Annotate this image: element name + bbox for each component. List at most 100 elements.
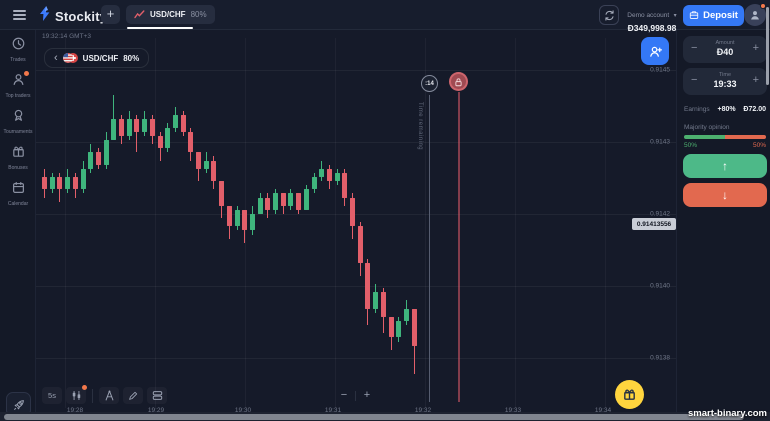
candle (280, 193, 286, 206)
earnings-row: Earnings +80% Đ72.00 (684, 106, 766, 113)
top-traders-icon (11, 72, 26, 92)
refresh-balance-button[interactable] (599, 5, 619, 25)
candle (42, 176, 47, 190)
layout-rows-icon (152, 391, 162, 400)
candle (219, 181, 225, 206)
time-value: 19:33 (713, 79, 737, 89)
indicators-button[interactable] (99, 387, 119, 404)
horizontal-gridline (36, 214, 676, 215)
zoom-in-button[interactable]: + (363, 389, 371, 401)
horizontal-gridline (36, 286, 676, 287)
time-minus-button[interactable]: − (691, 74, 698, 86)
sidebar-item-tournaments[interactable]: Tournaments (0, 104, 36, 138)
time-remaining-marker: :14 (421, 75, 438, 92)
bonus-gift-button[interactable] (615, 380, 644, 409)
top-traders-panel-button[interactable] (641, 37, 669, 65)
candle (249, 214, 255, 231)
candle (149, 119, 155, 136)
buy-up-button[interactable]: ↑ (683, 154, 767, 178)
time-axis-label: 19:31 (324, 407, 342, 414)
candle (211, 160, 217, 182)
amount-minus-button[interactable]: − (691, 42, 698, 54)
account-switcher[interactable]: Demo account ▾ Đ349,998.98 (624, 4, 680, 33)
price-axis-label: 0.9142 (650, 210, 670, 218)
notification-dot (24, 71, 29, 76)
candle (342, 172, 348, 198)
vertical-gridline (515, 38, 516, 408)
chart-scrollbar-track (0, 412, 770, 421)
zoom-controls: − + (336, 388, 375, 404)
vertical-gridline (605, 38, 606, 408)
candle (326, 168, 332, 182)
time-plus-button[interactable]: + (752, 74, 759, 86)
menu-icon[interactable] (13, 10, 26, 20)
sidebar-item-bonuses[interactable]: Bonuses (0, 140, 36, 174)
chart-pill-pair: USD/CHF (82, 53, 119, 63)
timeframe-button[interactable]: 5s (42, 387, 62, 404)
active-tab-indicator (127, 26, 193, 29)
candle (103, 139, 109, 165)
currency-flags-icon (62, 53, 78, 63)
candle (196, 152, 201, 169)
current-price-tag: 0.91413556 (632, 218, 676, 230)
majority-percentages: 50% 50% (684, 142, 766, 149)
browser-scrollbar-thumb[interactable] (766, 7, 769, 85)
avatar[interactable] (744, 4, 766, 26)
chart-type-button[interactable] (66, 385, 87, 404)
candle (188, 131, 194, 153)
candlestick-icon (72, 391, 80, 400)
candle (65, 176, 71, 190)
earnings-percent: +80% (717, 106, 736, 113)
deposit-button[interactable]: Deposit (683, 4, 744, 26)
earnings-label: Earnings (684, 106, 710, 113)
down-arrow-icon: ↓ (722, 188, 728, 202)
time-axis-label: 19:33 (504, 407, 522, 414)
pencil-icon (129, 391, 138, 400)
refresh-icon (604, 9, 614, 21)
calendar-icon (11, 180, 26, 200)
sidebar-item-top-traders[interactable]: Top traders (0, 68, 36, 102)
zoom-out-button[interactable]: − (340, 389, 348, 401)
time-axis-label: 19:34 (594, 407, 612, 414)
amount-stepper[interactable]: − Amount Đ40 + (683, 36, 767, 63)
chart-canvas[interactable]: :14 Time remaining 0.9145 0.9143 0.9142 0.9… (36, 30, 676, 421)
trade-panel: − Amount Đ40 + − Time 19:33 + Earnings +… (676, 30, 770, 421)
add-asset-tab-button[interactable]: + (101, 5, 120, 24)
asset-tab[interactable]: USD/CHF 80% (126, 5, 215, 24)
chart-scrollbar-thumb[interactable] (4, 413, 744, 420)
candle (88, 152, 94, 169)
sidebar-item-trades[interactable]: Trades (0, 32, 36, 66)
time-axis-label: 19:29 (147, 407, 165, 414)
up-arrow-icon: ↑ (722, 159, 728, 173)
majority-opinion-label: Majority opinion (684, 124, 730, 131)
sell-down-button[interactable]: ↓ (683, 183, 767, 207)
gift-icon (11, 144, 26, 164)
sidebar-item-calendar[interactable]: Calendar (0, 176, 36, 210)
candle (226, 205, 232, 227)
sidebar-item-label: Calendar (7, 200, 29, 207)
purchase-deadline-line (458, 92, 460, 402)
drawing-button[interactable] (123, 387, 143, 404)
mini-chart-icon (134, 6, 145, 24)
candle (403, 308, 409, 321)
candle (72, 176, 78, 190)
sidebar-item-label: Bonuses (8, 164, 28, 171)
time-stepper[interactable]: − Time 19:33 + (683, 68, 767, 95)
user-icon (751, 11, 759, 20)
candle (142, 119, 148, 132)
chart-toolbar: 5s (42, 385, 167, 404)
chart-asset-pill[interactable]: ‹ USD/CHF 80% (44, 48, 150, 68)
candle (157, 135, 163, 149)
candle (172, 115, 178, 128)
account-balance: Đ349,998.98 (627, 23, 677, 33)
multichart-button[interactable] (147, 387, 167, 404)
chevron-down-icon: ▾ (673, 13, 677, 19)
candle (119, 119, 124, 136)
brand-logo[interactable]: Stockity (39, 6, 107, 26)
candle (234, 209, 240, 227)
toolbar-divider (92, 388, 93, 403)
amount-plus-button[interactable]: + (752, 42, 759, 54)
briefcase-icon (689, 11, 699, 19)
back-chevron-icon: ‹ (54, 51, 58, 64)
vertical-gridline (335, 38, 336, 408)
